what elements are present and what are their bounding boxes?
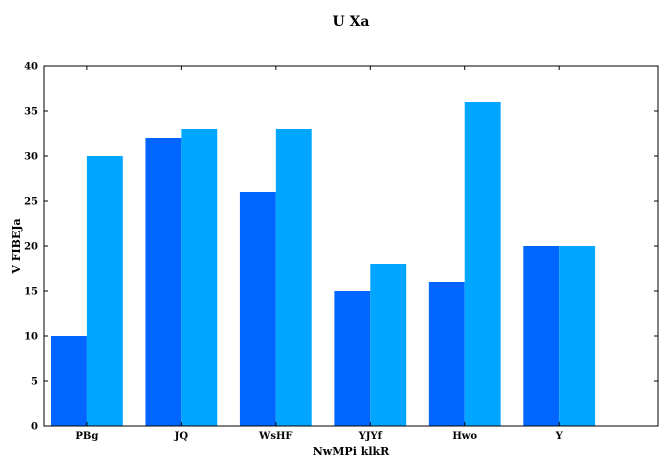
bar-series-1-YJYf bbox=[334, 291, 371, 426]
bar-series-1-WsHF bbox=[239, 192, 276, 426]
y-axis-label: V FIBEJa bbox=[10, 218, 23, 274]
bar-series-2-Y bbox=[559, 246, 596, 426]
bar-series-2-YJYf bbox=[370, 264, 407, 426]
y-tick-label-20: 20 bbox=[24, 242, 38, 253]
bar-series-1-Y bbox=[523, 246, 560, 426]
x-tick-label-YJYf: YJYf bbox=[358, 431, 383, 442]
x-tick-label-Y: Y bbox=[555, 431, 564, 442]
plot-area: 0 5 10 15 20 25 30 35 40 PBg JQ WsHF YJYf Hwo Y bbox=[24, 62, 659, 442]
y-tick-label-15: 15 bbox=[24, 287, 38, 298]
x-tick-label-JQ: JQ bbox=[174, 431, 189, 442]
bar-series-2-WsHF bbox=[275, 129, 312, 426]
y-tick-label-10: 10 bbox=[24, 332, 38, 343]
bar-series-2-Hwo bbox=[464, 102, 501, 426]
y-tick-label-35: 35 bbox=[24, 107, 38, 118]
y-tick-label-30: 30 bbox=[24, 152, 38, 163]
bar-series-2-PBg bbox=[86, 156, 123, 426]
x-tick-label-WsHF: WsHF bbox=[258, 431, 292, 442]
bar-series-1-JQ bbox=[145, 138, 182, 426]
bar-series-2-JQ bbox=[181, 129, 218, 426]
y-tick-label-25: 25 bbox=[24, 197, 38, 208]
bar-series-1-PBg bbox=[51, 336, 87, 426]
bar-series-1-Hwo bbox=[428, 282, 465, 426]
x-axis-label: NwMPi klkR bbox=[313, 445, 390, 458]
x-tick-label-Hwo: Hwo bbox=[452, 431, 477, 442]
y-tick-label-5: 5 bbox=[31, 377, 38, 388]
chart-title: U Xa bbox=[332, 14, 369, 30]
y-tick-label-40: 40 bbox=[24, 62, 38, 73]
y-tick-label-0: 0 bbox=[31, 422, 38, 433]
x-tick-label-PBg: PBg bbox=[75, 431, 98, 442]
